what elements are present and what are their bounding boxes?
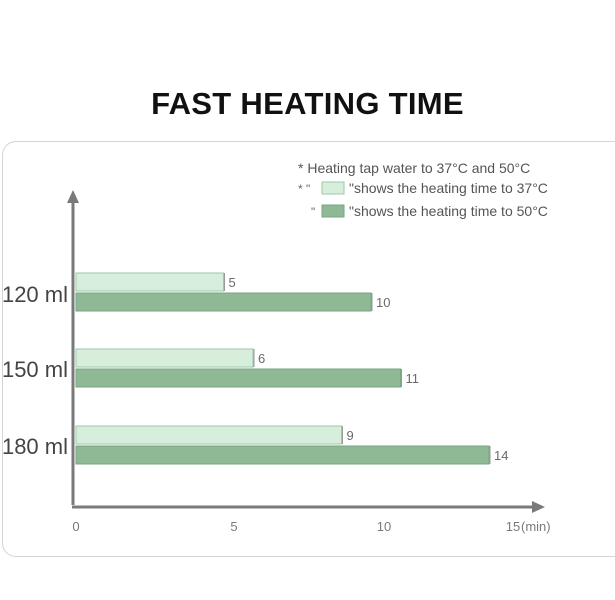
bar-180ml-series-1 [75,445,490,465]
bar-150ml-series-1 [75,368,401,388]
legend-37-label: "shows the heating time to 37°C [349,180,548,196]
legend-50-label: "shows the heating time to 50°C [349,203,548,219]
value-label-180ml-series-1: 14 [494,448,508,463]
bars-group: 5 10 6 11 9 14 [75,272,508,465]
x-tick-0: 0 [72,519,79,534]
bar-120ml-series-1 [75,292,372,312]
bar-150ml-series-0 [75,348,254,368]
x-tick-15: 15 [506,519,520,534]
axes [67,190,545,513]
x-axis-arrow [532,501,545,513]
y-axis-arrow [67,190,79,203]
chart-title: FAST HEATING TIME [151,86,464,121]
legend-37-prefix: * " [298,182,310,196]
legend-50-swatch [321,204,345,218]
value-label-150ml-series-1: 11 [406,371,420,386]
bar-120ml-series-0 [75,272,224,292]
x-tick-5: 5 [230,519,237,534]
value-label-120ml-series-1: 10 [376,295,390,310]
category-label-150ml: 150 ml [2,357,68,382]
x-axis-unit: (min) [521,519,551,534]
category-label-180ml: 180 ml [2,434,68,459]
value-label-150ml-series-0: 6 [258,351,265,366]
value-label-120ml-series-0: 5 [229,275,236,290]
legend-50-prefix: " [311,205,315,219]
bar-180ml-series-0 [75,425,342,445]
category-label-120ml: 120 ml [2,282,68,307]
value-label-180ml-series-0: 9 [347,428,354,443]
legend-37-swatch [321,181,345,195]
x-tick-10: 10 [377,519,391,534]
heating-note: * Heating tap water to 37°C and 50°C [298,160,530,176]
